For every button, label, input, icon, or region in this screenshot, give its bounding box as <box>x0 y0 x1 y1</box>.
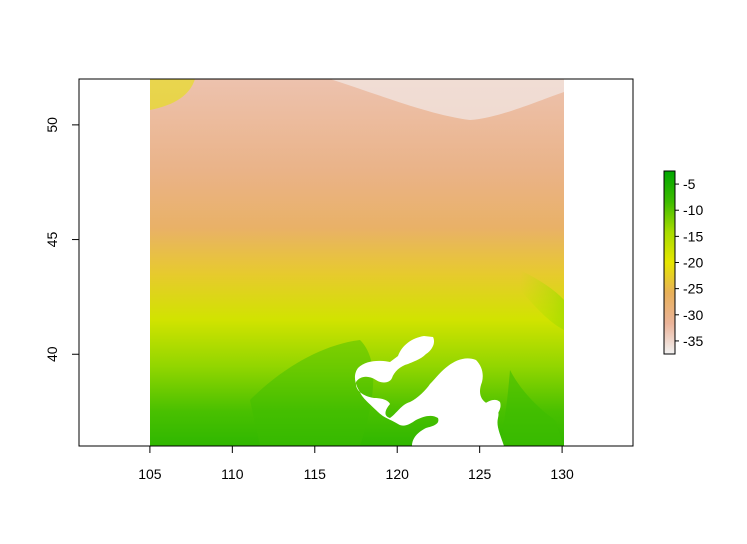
y-tick-label: 50 <box>44 117 60 133</box>
x-tick-label: 125 <box>468 466 492 482</box>
legend-ticks: -5 -10 -15 -20 -25 -30 -35 <box>675 176 703 349</box>
legend-tick-label: -35 <box>683 333 703 349</box>
raster-gradient <box>150 79 564 446</box>
x-axis: 105 110 115 120 125 130 <box>138 445 574 482</box>
x-tick-label: 130 <box>550 466 574 482</box>
northeast-coast-band <box>520 270 564 330</box>
central-green-lowland <box>250 340 374 446</box>
raster-layer <box>150 79 564 446</box>
legend-tick-label: -5 <box>683 176 696 192</box>
bohai-sea <box>354 336 504 446</box>
north-cold-highlight <box>330 79 564 120</box>
x-tick-label: 115 <box>304 466 327 482</box>
legend-tick-label: -10 <box>683 202 703 218</box>
legend-tick-label: -20 <box>683 255 703 271</box>
color-legend: -5 -10 -15 -20 -25 -30 -35 <box>663 170 703 355</box>
x-tick-label: 120 <box>386 466 410 482</box>
y-tick-label: 45 <box>44 232 60 248</box>
x-tick-label: 105 <box>138 466 162 482</box>
y-tick-label: 40 <box>44 346 60 362</box>
y-axis: 40 45 50 <box>44 117 80 362</box>
legend-tick-label: -30 <box>683 307 703 323</box>
legend-tick-label: -25 <box>683 281 703 297</box>
yellow-sea-inlet <box>484 399 501 418</box>
legend-colorbar <box>663 170 676 355</box>
x-tick-label: 110 <box>221 466 244 482</box>
southeast-green-coast <box>500 370 564 446</box>
legend-tick-label: -15 <box>683 228 703 244</box>
northwest-warm-patch <box>150 79 195 110</box>
